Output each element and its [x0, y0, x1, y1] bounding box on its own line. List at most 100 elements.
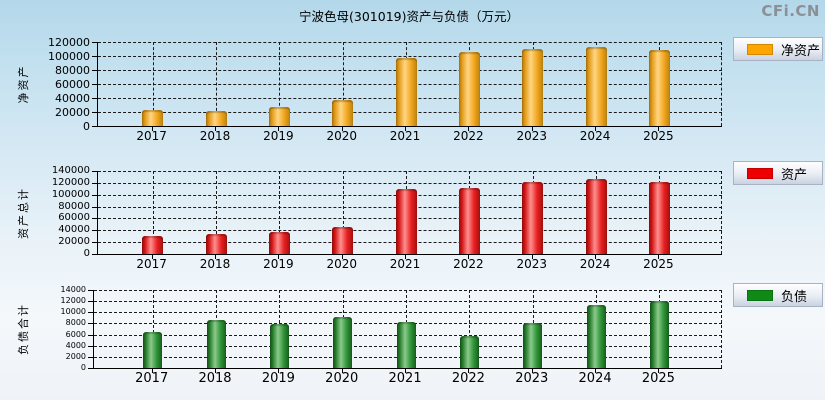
y-tick-mark — [88, 301, 93, 303]
y-tick-label: 6000 — [65, 329, 86, 339]
y-tick-label: 4000 — [65, 340, 86, 350]
bar-2025 — [649, 301, 669, 368]
bar-2021 — [395, 58, 417, 126]
total-liabilities-swatch-icon — [747, 289, 773, 301]
x-tick-mark — [468, 127, 470, 131]
y-tick-mark — [92, 126, 97, 127]
x-tick-mark — [278, 369, 280, 373]
gridline — [152, 171, 154, 254]
y-tick-mark — [92, 194, 97, 196]
x-tick-mark — [531, 255, 533, 259]
y-tick-mark — [92, 112, 97, 113]
y-tick-label: 40000 — [55, 91, 90, 105]
bar-2022 — [458, 52, 480, 126]
y-tick-label: 20000 — [55, 105, 90, 119]
y-tick-label: 8000 — [65, 318, 86, 328]
x-tick-mark — [531, 127, 533, 131]
gridline — [342, 42, 344, 126]
x-tick-mark — [215, 369, 217, 373]
y-axis-title-total-assets: 资产总计 — [17, 186, 30, 239]
page-title: 宁波色母(301019)资产与负债（万元） — [299, 9, 519, 24]
x-tick-mark — [151, 255, 153, 259]
x-tick-label: 2024 — [579, 129, 611, 143]
x-tick-mark — [658, 255, 660, 259]
y-tick-label: 140000 — [51, 165, 90, 176]
x-tick-label: 2020 — [325, 371, 359, 386]
x-tick-label: 2022 — [453, 257, 484, 271]
y-tick-mark — [88, 334, 93, 336]
bar-2023 — [523, 323, 543, 368]
x-tick-label: 2024 — [579, 257, 611, 271]
bar-2019 — [268, 107, 290, 126]
x-tick-mark — [215, 255, 217, 259]
x-tick-label: 2023 — [516, 129, 547, 143]
y-tick-mark — [92, 84, 97, 85]
bar-2017 — [143, 332, 163, 368]
bar-2022 — [459, 336, 479, 368]
gridline — [94, 301, 722, 303]
bar-2024 — [586, 305, 606, 368]
bar-2022 — [458, 188, 480, 254]
y-tick-mark — [88, 312, 93, 314]
gridline — [94, 290, 722, 291]
y-tick-mark — [92, 218, 97, 220]
x-tick-mark — [215, 127, 217, 131]
gridline — [98, 182, 722, 184]
bar-2019 — [269, 324, 289, 368]
y-tick-label: 60000 — [55, 77, 90, 91]
bar-2018 — [205, 234, 227, 254]
x-tick-mark — [405, 369, 407, 373]
bar-2025 — [648, 182, 670, 254]
x-tick-label: 2021 — [389, 257, 421, 271]
x-tick-mark — [468, 255, 470, 259]
x-tick-label: 2019 — [261, 371, 295, 386]
bar-2025 — [648, 50, 670, 126]
gridline — [469, 290, 471, 368]
y-tick-mark — [92, 254, 97, 255]
x-tick-label: 2018 — [199, 257, 231, 271]
y-tick-label: 120000 — [51, 176, 90, 188]
y-tick-mark — [88, 323, 93, 325]
x-tick-mark — [341, 255, 343, 259]
bar-2020 — [332, 100, 354, 126]
y-tick-mark — [88, 345, 93, 347]
cfi-watermark: CFi.CN — [761, 2, 820, 20]
bar-2023 — [522, 49, 544, 126]
x-tick-mark — [151, 127, 153, 131]
bar-2019 — [268, 232, 290, 254]
bar-2020 — [332, 227, 354, 254]
y-tick-mark — [92, 242, 97, 244]
y-tick-mark — [88, 368, 93, 369]
x-tick-mark — [405, 127, 407, 131]
gridline — [279, 42, 281, 126]
bar-2018 — [206, 320, 226, 368]
total-assets-swatch-icon — [747, 167, 773, 179]
x-tick-mark — [531, 369, 533, 373]
y-tick-mark — [92, 42, 97, 43]
y-tick-mark — [92, 98, 97, 99]
x-tick-label: 2025 — [643, 257, 674, 271]
y-tick-label: 100000 — [48, 49, 90, 63]
legend-net-assets-label: 净资产 — [781, 43, 821, 59]
gridline — [342, 171, 344, 254]
y-tick-label: 10000 — [60, 307, 86, 317]
legend-total-liabilities: 负债 — [733, 283, 823, 307]
chart-total-liabilities-plot — [93, 290, 722, 369]
gridline — [279, 171, 281, 254]
y-tick-mark — [92, 70, 97, 71]
legend-total-liabilities-label: 负债 — [781, 289, 808, 305]
chart-net-assets-plot — [97, 42, 722, 127]
y-axis-title-net-assets: 净资产 — [17, 64, 30, 104]
y-tick-label: 14000 — [60, 285, 86, 294]
y-tick-mark — [88, 356, 93, 358]
bar-2023 — [522, 182, 544, 254]
legend-total-assets-label: 资产 — [781, 167, 808, 183]
net-assets-swatch-icon — [747, 43, 773, 55]
y-tick-mark — [92, 56, 97, 57]
bar-2017 — [142, 110, 164, 126]
gridline — [216, 42, 218, 126]
x-tick-mark — [341, 127, 343, 131]
x-tick-label: 2018 — [198, 371, 232, 386]
x-tick-mark — [658, 127, 660, 131]
